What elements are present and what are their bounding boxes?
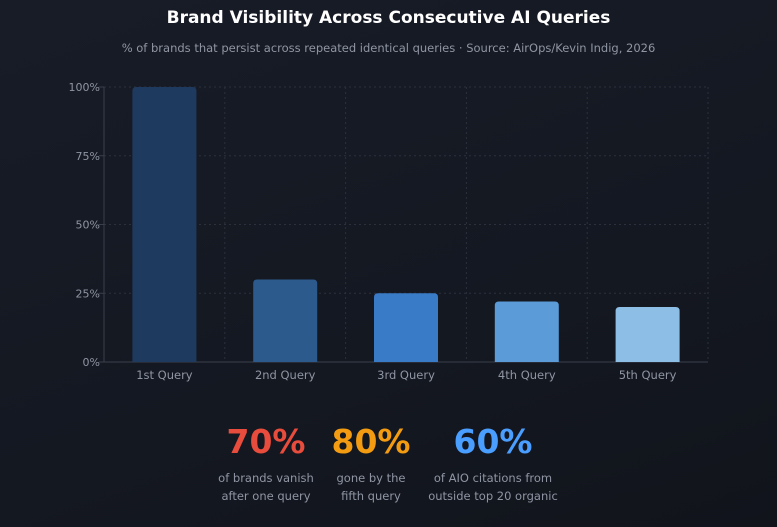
stat-caption-line: of AIO citations from [433, 471, 553, 485]
stat-caption: of AIO citations from outside top 20 org… [422, 469, 564, 505]
stat-caption-line: fifth query [341, 489, 401, 503]
chart-title: Brand Visibility Across Consecutive AI Q… [166, 8, 611, 28]
stat-caption-line: gone by the [336, 471, 406, 485]
stat-vanish: 70% of brands vanish after one query [207, 420, 325, 505]
chart-subtitle: % of brands that persist across repeated… [121, 41, 656, 55]
bar-chart: 0% 25% 50% 75% 100% 1st Query 2nd Query 3rd Que… [69, 81, 709, 382]
stat-caption: of brands vanish after one query [207, 469, 325, 505]
y-tick-label: 100% [69, 81, 100, 94]
stat-caption-line: of brands vanish [218, 471, 314, 485]
stat-value: 80% [331, 422, 411, 461]
bar [374, 293, 438, 362]
x-tick-label: 3rd Query [377, 368, 435, 382]
bar [615, 307, 680, 362]
stats-row: 70% of brands vanish after one query 80%… [0, 420, 777, 520]
y-tick-label: 0% [83, 356, 100, 369]
y-tick-label: 25% [76, 287, 100, 300]
stat-value: 60% [453, 422, 533, 461]
stat-caption-line: after one query [221, 489, 311, 503]
y-tick-label: 75% [76, 150, 100, 163]
y-tick-label: 50% [76, 219, 100, 232]
stat-value: 70% [226, 422, 306, 461]
x-tick-label: 5th Query [619, 368, 677, 382]
bar [253, 279, 318, 362]
stat-aio: 60% of AIO citations from outside top 20… [422, 420, 564, 505]
x-tick-label: 2nd Query [255, 368, 316, 382]
x-tick-label: 1st Query [136, 368, 193, 382]
bar [132, 87, 197, 362]
x-tick-label: 4th Query [498, 368, 556, 382]
stat-caption-line: outside top 20 organic [428, 489, 558, 503]
bar [494, 301, 559, 362]
stat-gone: 80% gone by the fifth query [320, 420, 422, 505]
stat-caption: gone by the fifth query [320, 469, 422, 505]
